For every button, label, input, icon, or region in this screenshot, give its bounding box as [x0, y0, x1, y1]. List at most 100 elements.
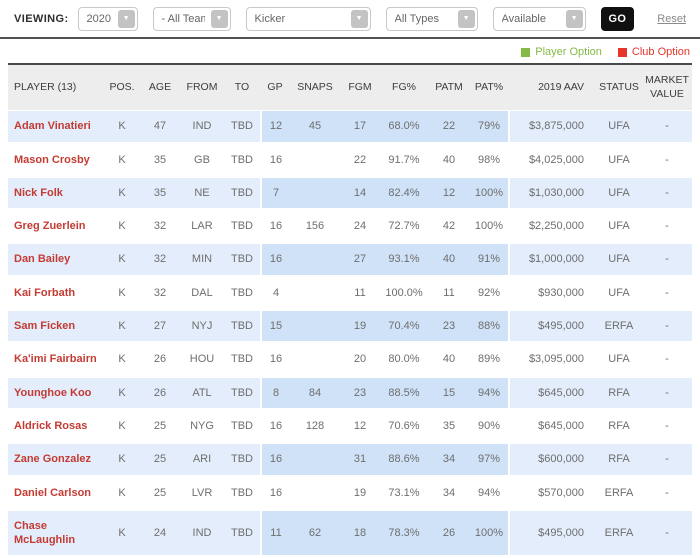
market-value-cell: -	[642, 444, 692, 478]
go-button[interactable]: GO	[600, 6, 635, 31]
to-team-cell: TBD	[224, 278, 260, 312]
player-name-link[interactable]: Zane Gonzalez	[8, 444, 104, 478]
patpct-cell: 94%	[470, 377, 508, 411]
team-filter-value: - All Teams -	[161, 12, 205, 25]
market-value-cell: -	[642, 510, 692, 558]
column-header-to[interactable]: TO	[224, 63, 260, 112]
club-option-label: Club Option	[631, 46, 690, 58]
fgm-cell: 17	[340, 111, 380, 145]
fgpct-cell: 68.0%	[380, 111, 428, 145]
column-header-from[interactable]: FROM	[180, 63, 224, 112]
column-header-status[interactable]: STATUS	[596, 63, 642, 112]
gp-cell: 8	[260, 377, 290, 411]
reset-link[interactable]: Reset	[657, 12, 687, 25]
availability-filter-dropdown[interactable]: Available ▼	[492, 6, 586, 31]
column-header-age[interactable]: AGE	[140, 63, 180, 112]
player-name-link[interactable]: Aldrick Rosas	[8, 411, 104, 445]
team-filter-dropdown[interactable]: - All Teams - ▼	[152, 6, 231, 31]
legend-club-option: Club Option	[617, 46, 690, 58]
from-team-cell: HOU	[180, 344, 224, 378]
column-header-fgpct[interactable]: FG%	[380, 63, 428, 112]
player-name-link[interactable]: Ka'imi Fairbairn	[8, 344, 104, 378]
aav-cell: $645,000	[508, 377, 596, 411]
gp-cell: 16	[260, 410, 290, 445]
patpct-cell: 100%	[470, 211, 508, 245]
status-cell: RFA	[596, 444, 642, 478]
market-value-cell: -	[642, 411, 692, 445]
player-name-link[interactable]: Kai Forbath	[8, 278, 104, 312]
pos-cell: K	[104, 211, 140, 245]
patpct-cell: 100%	[470, 177, 508, 212]
pos-cell: K	[104, 344, 140, 378]
status-cell: UFA	[596, 111, 642, 145]
column-header-market-value[interactable]: MARKET VALUE	[642, 63, 692, 112]
column-header-player[interactable]: PLAYER (13)	[8, 63, 104, 112]
patm-cell: 15	[428, 377, 470, 411]
column-header-fgm[interactable]: FGM	[340, 63, 380, 112]
status-cell: ERFA	[596, 478, 642, 511]
table-row: Zane Gonzalez K 25 ARI TBD 16 31 88.6% 3…	[8, 444, 692, 478]
snaps-cell	[290, 478, 340, 511]
column-header-gp[interactable]: GP	[260, 63, 290, 112]
year-filter-value: 2020	[86, 12, 112, 25]
fgm-cell: 27	[340, 244, 380, 278]
gp-cell: 15	[260, 311, 290, 345]
position-filter-dropdown[interactable]: Kicker ▼	[245, 6, 371, 31]
player-name-link[interactable]: Chase McLaughlin	[8, 510, 104, 558]
table-row: Nick Folk K 35 NE TBD 7 14 82.4% 12 100%…	[8, 177, 692, 212]
fgm-cell: 23	[340, 377, 380, 411]
patpct-cell: 92%	[470, 278, 508, 312]
column-header-patm[interactable]: PATM	[428, 63, 470, 112]
status-cell: ERFA	[596, 510, 642, 558]
player-name-link[interactable]: Nick Folk	[8, 177, 104, 212]
patm-cell: 22	[428, 111, 470, 145]
player-name-link[interactable]: Dan Bailey	[8, 244, 104, 278]
year-filter-dropdown[interactable]: 2020 ▼	[77, 6, 138, 31]
legend-player-option: Player Option	[521, 46, 602, 58]
status-cell: RFA	[596, 411, 642, 445]
patm-cell: 12	[428, 177, 470, 212]
age-cell: 26	[140, 344, 180, 378]
patm-cell: 34	[428, 478, 470, 511]
table-row: Ka'imi Fairbairn K 26 HOU TBD 16 20 80.0…	[8, 344, 692, 378]
player-name-link[interactable]: Sam Ficken	[8, 311, 104, 345]
player-name-link[interactable]: Adam Vinatieri	[8, 111, 104, 145]
market-value-cell: -	[642, 311, 692, 345]
table-row: Daniel Carlson K 25 LVR TBD 16 19 73.1% …	[8, 477, 692, 511]
column-header-aav[interactable]: 2019 AAV	[508, 63, 596, 112]
column-header-snaps[interactable]: SNAPS	[290, 63, 340, 112]
player-name-link[interactable]: Younghoe Koo	[8, 377, 104, 411]
fgpct-cell: 70.4%	[380, 311, 428, 345]
gp-cell: 16	[260, 344, 290, 378]
market-value-cell: -	[642, 344, 692, 378]
snaps-cell	[290, 177, 340, 212]
fgm-cell: 22	[340, 145, 380, 178]
column-header-patpct[interactable]: PAT%	[470, 63, 508, 112]
to-team-cell: TBD	[224, 478, 260, 511]
player-name-link[interactable]: Greg Zuerlein	[8, 211, 104, 245]
aav-cell: $3,095,000	[508, 344, 596, 378]
snaps-cell	[290, 344, 340, 378]
player-table-body: Adam Vinatieri K 47 IND TBD 12 45 17 68.…	[8, 111, 692, 558]
pos-cell: K	[104, 278, 140, 312]
aav-cell: $1,030,000	[508, 177, 596, 212]
status-cell: UFA	[596, 145, 642, 178]
age-cell: 32	[140, 278, 180, 312]
fgm-cell: 14	[340, 177, 380, 212]
status-cell: RFA	[596, 377, 642, 411]
player-option-label: Player Option	[535, 46, 602, 58]
player-name-link[interactable]: Mason Crosby	[8, 145, 104, 178]
patm-cell: 42	[428, 211, 470, 245]
fgpct-cell: 73.1%	[380, 478, 428, 511]
column-header-pos[interactable]: POS.	[104, 63, 140, 112]
type-filter-dropdown[interactable]: All Types ▼	[385, 6, 478, 31]
legend: Player Option Club Option	[0, 39, 700, 63]
market-value-cell: -	[642, 111, 692, 145]
snaps-cell: 45	[290, 111, 340, 145]
age-cell: 24	[140, 510, 180, 558]
patm-cell: 35	[428, 411, 470, 445]
age-cell: 47	[140, 111, 180, 145]
table-row: Kai Forbath K 32 DAL TBD 4 11 100.0% 11 …	[8, 277, 692, 312]
patm-cell: 40	[428, 344, 470, 378]
player-name-link[interactable]: Daniel Carlson	[8, 478, 104, 511]
